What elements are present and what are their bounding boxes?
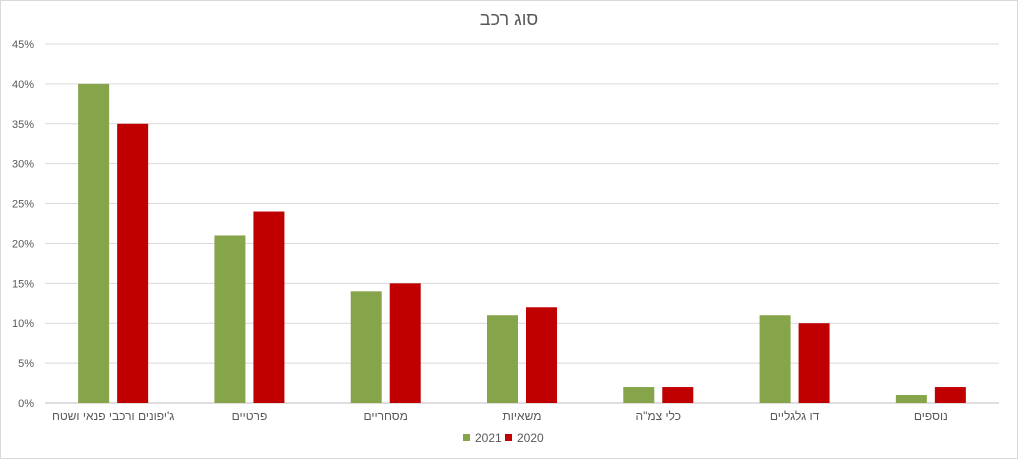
bar-2021	[759, 315, 791, 403]
legend-swatch	[505, 434, 512, 441]
x-category-label: משאיות	[503, 409, 542, 423]
y-tick-label: 15%	[12, 278, 34, 290]
bar-2020	[117, 123, 149, 404]
chart-title: סוג רכב	[480, 9, 538, 29]
legend-swatch	[463, 434, 470, 441]
x-category-label: דו גלגליים	[770, 409, 820, 423]
y-tick-label: 30%	[12, 159, 34, 171]
gridlines	[45, 43, 999, 404]
bar-2020	[798, 323, 830, 403]
y-tick-label: 45%	[12, 39, 34, 51]
x-axis-labels: ג'יפונים ורכבי פנאי ושטח פרטיים מסחריים משא…	[52, 409, 948, 423]
bar-2020	[662, 387, 694, 403]
x-category-label: מסחריים	[363, 409, 407, 423]
bar-2021	[350, 291, 382, 403]
legend-label: 2021	[475, 431, 502, 445]
legend: 2021 2020	[463, 431, 544, 445]
y-tick-label: 35%	[12, 119, 34, 131]
bar-2021	[214, 235, 246, 403]
y-tick-label: 5%	[18, 358, 34, 370]
x-category-label: כלי צמ"ה	[636, 409, 682, 423]
y-tick-label: 20%	[12, 238, 34, 250]
bar-2020	[389, 283, 421, 403]
y-tick-label: 0%	[18, 398, 34, 410]
bar-2021	[895, 395, 927, 403]
legend-label: 2020	[517, 431, 544, 445]
x-category-label: נוספים	[914, 409, 948, 423]
bar-2021	[487, 315, 518, 403]
bar-2020	[526, 307, 557, 403]
x-category-label: ג'יפונים ורכבי פנאי ושטח	[52, 409, 174, 423]
bar-2020	[253, 211, 285, 403]
bar-2021	[78, 83, 110, 403]
x-category-label: פרטיים	[232, 409, 268, 423]
y-tick-label: 25%	[12, 199, 34, 211]
y-axis-labels: 0% 5% 10% 15% 20% 25% 30% 35% 40% 45%	[12, 39, 34, 410]
bar-2021	[623, 387, 655, 403]
y-tick-label: 10%	[12, 318, 34, 330]
y-tick-label: 40%	[12, 79, 34, 91]
bars	[78, 83, 966, 404]
bar-2020	[934, 387, 966, 403]
